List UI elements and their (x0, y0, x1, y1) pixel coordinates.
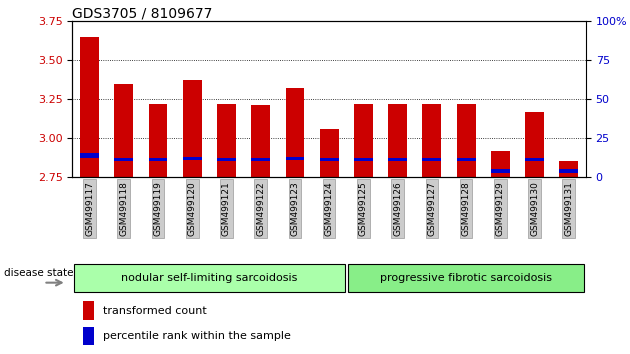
Text: GSM499118: GSM499118 (119, 181, 129, 236)
Bar (388, 104, 407, 177)
Bar (183, 80, 202, 177)
Text: progressive fibrotic sarcoidosis: progressive fibrotic sarcoidosis (380, 273, 552, 283)
Bar (423, 104, 441, 177)
Bar (149, 104, 168, 177)
Bar (354, 104, 373, 177)
Bar (217, 104, 236, 177)
Bar (388, 158, 407, 161)
Bar (217, 158, 236, 161)
Bar (559, 161, 578, 177)
Bar (348, 263, 584, 292)
Text: nodular self-limiting sarcoidosis: nodular self-limiting sarcoidosis (121, 273, 297, 283)
Bar (115, 84, 133, 177)
Bar (183, 158, 202, 160)
Bar (83, 326, 94, 345)
Text: GSM499124: GSM499124 (324, 181, 334, 236)
Bar (285, 158, 304, 160)
Text: GSM499117: GSM499117 (85, 181, 94, 236)
Bar (74, 263, 345, 292)
Bar (83, 301, 94, 320)
Text: GSM499123: GSM499123 (290, 181, 299, 236)
Text: GSM499121: GSM499121 (222, 181, 231, 236)
Text: GSM499130: GSM499130 (530, 181, 539, 236)
Text: GSM499125: GSM499125 (359, 181, 368, 236)
Text: disease state: disease state (4, 268, 73, 278)
Text: GSM499128: GSM499128 (462, 181, 471, 236)
Bar (285, 88, 304, 177)
Text: transformed count: transformed count (103, 306, 207, 316)
Bar (491, 169, 510, 173)
Text: GSM499129: GSM499129 (496, 181, 505, 236)
Bar (320, 158, 338, 161)
Bar (320, 129, 338, 177)
Bar (80, 37, 99, 177)
Text: GDS3705 / 8109677: GDS3705 / 8109677 (72, 6, 213, 20)
Bar (251, 105, 270, 177)
Text: GSM499120: GSM499120 (188, 181, 197, 236)
Text: GSM499122: GSM499122 (256, 181, 265, 236)
Bar (525, 158, 544, 161)
Text: GSM499119: GSM499119 (154, 181, 163, 236)
Bar (423, 158, 441, 161)
Bar (354, 158, 373, 161)
Bar (149, 158, 168, 161)
Bar (491, 150, 510, 177)
Bar (457, 158, 476, 161)
Bar (251, 158, 270, 161)
Bar (115, 158, 133, 161)
Text: percentile rank within the sample: percentile rank within the sample (103, 331, 291, 341)
Text: GSM499127: GSM499127 (427, 181, 437, 236)
Bar (457, 104, 476, 177)
Bar (80, 153, 99, 158)
Text: GSM499131: GSM499131 (564, 181, 573, 236)
Bar (525, 112, 544, 177)
Text: GSM499126: GSM499126 (393, 181, 402, 236)
Bar (559, 169, 578, 173)
